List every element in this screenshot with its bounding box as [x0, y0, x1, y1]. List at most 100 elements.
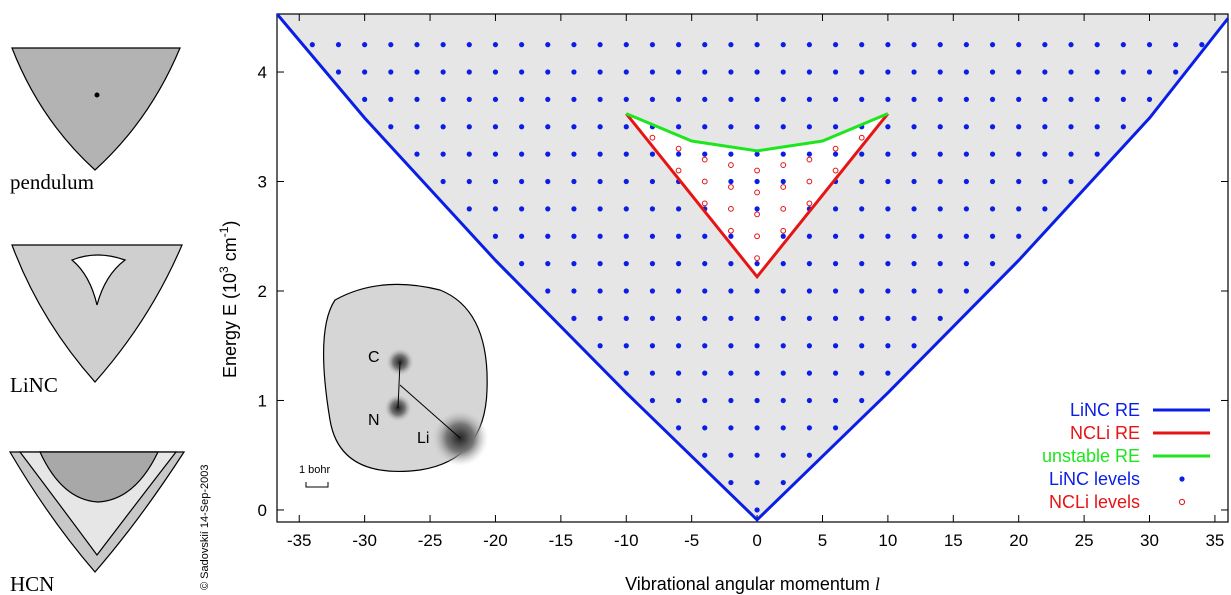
level-dot	[990, 206, 995, 211]
legend-label: LiNC levels	[1049, 469, 1140, 489]
level-dot	[911, 261, 916, 266]
level-dot	[807, 69, 812, 74]
level-dot	[754, 398, 759, 403]
x-tick-label: 25	[1075, 531, 1094, 550]
level-dot	[938, 69, 943, 74]
level-dot	[598, 316, 603, 321]
level-dot	[807, 288, 812, 293]
level-dot	[807, 124, 812, 129]
level-dot	[754, 179, 759, 184]
level-dot	[1173, 69, 1178, 74]
level-dot	[519, 69, 524, 74]
level-dot	[938, 179, 943, 184]
level-dot	[1068, 42, 1073, 47]
level-dot	[781, 234, 786, 239]
level-dot	[781, 425, 786, 430]
level-dot	[754, 97, 759, 102]
level-dot	[911, 316, 916, 321]
level-dot	[702, 371, 707, 376]
level-dot	[598, 234, 603, 239]
level-dot	[833, 398, 838, 403]
level-dot	[911, 179, 916, 184]
level-dot	[781, 97, 786, 102]
level-dot	[702, 234, 707, 239]
level-dot	[1016, 152, 1021, 157]
level-dot	[885, 316, 890, 321]
x-tick-label: -10	[614, 531, 639, 550]
level-dot	[990, 69, 995, 74]
level-dot	[571, 316, 576, 321]
level-dot	[781, 453, 786, 458]
level-dot	[624, 343, 629, 348]
level-dot	[702, 453, 707, 458]
level-dot	[519, 261, 524, 266]
y-axis-label-part: )	[220, 221, 240, 227]
level-dot	[702, 398, 707, 403]
level-dot	[1147, 42, 1152, 47]
level-dot	[807, 316, 812, 321]
level-dot	[807, 371, 812, 376]
level-circle	[676, 168, 681, 173]
level-dot	[990, 42, 995, 47]
level-dot	[624, 206, 629, 211]
level-circle	[650, 135, 655, 140]
level-dot	[964, 69, 969, 74]
level-dot	[781, 480, 786, 485]
level-dot	[650, 206, 655, 211]
level-dot	[1068, 97, 1073, 102]
level-dot	[650, 97, 655, 102]
level-dot	[728, 97, 733, 102]
level-dot	[781, 152, 786, 157]
level-dot	[728, 480, 733, 485]
level-dot	[441, 69, 446, 74]
level-dot	[859, 398, 864, 403]
level-dot	[571, 288, 576, 293]
level-dot	[938, 316, 943, 321]
level-dot	[964, 179, 969, 184]
level-dot	[781, 124, 786, 129]
level-dot	[519, 42, 524, 47]
level-dot	[676, 206, 681, 211]
level-dot	[1042, 69, 1047, 74]
level-dot	[859, 179, 864, 184]
level-dot	[728, 343, 733, 348]
level-dot	[728, 316, 733, 321]
panel-label: pendulum	[10, 170, 94, 194]
level-circle	[729, 206, 734, 211]
level-dot	[467, 69, 472, 74]
level-dot	[964, 124, 969, 129]
level-dot	[388, 42, 393, 47]
level-dot	[859, 288, 864, 293]
level-dot	[754, 261, 759, 266]
level-dot	[702, 316, 707, 321]
level-dot	[859, 316, 864, 321]
level-circle	[702, 179, 707, 184]
level-dot	[467, 124, 472, 129]
level-dot	[754, 425, 759, 430]
level-dot	[833, 206, 838, 211]
level-dot	[650, 179, 655, 184]
level-dot	[754, 343, 759, 348]
level-dot	[754, 316, 759, 321]
atom-label: C	[368, 349, 380, 366]
atom-label: N	[368, 412, 380, 429]
level-dot	[754, 507, 759, 512]
level-dot	[676, 152, 681, 157]
level-dot	[807, 261, 812, 266]
panel-pendulum: pendulum	[10, 48, 180, 194]
y-tick-label: 4	[258, 63, 267, 82]
level-dot	[598, 69, 603, 74]
level-dot	[414, 69, 419, 74]
x-tick-label: 5	[818, 531, 827, 550]
level-dot	[362, 97, 367, 102]
level-dot	[938, 97, 943, 102]
level-dot	[493, 124, 498, 129]
level-dot	[467, 97, 472, 102]
level-dot	[964, 206, 969, 211]
level-dot	[650, 398, 655, 403]
figure: pendulum LiNC HCN © Sadovskií 14-Sep-200…	[0, 0, 1231, 595]
level-dot	[545, 97, 550, 102]
level-dot	[624, 152, 629, 157]
level-dot	[833, 425, 838, 430]
level-dot	[728, 42, 733, 47]
